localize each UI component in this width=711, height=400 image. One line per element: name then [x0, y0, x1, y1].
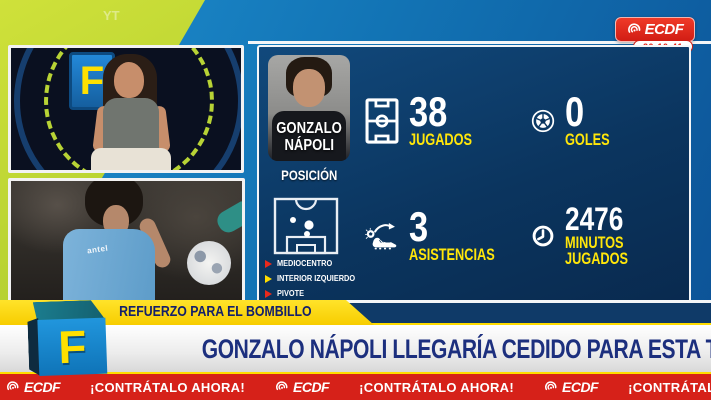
player-stats-panel: GONZALO NÁPOLI POSICIÓN MEDIOCENTRO INTE…: [257, 45, 691, 303]
presenter-torso: [103, 98, 159, 154]
stat-goals: 0 GOLES: [531, 63, 687, 178]
studio-ring-decoration: [44, 48, 214, 170]
studio-video-feed: F: [8, 45, 244, 173]
studio-f-letter: F: [79, 58, 105, 103]
studio-ring-decoration: [14, 48, 241, 170]
stat-value: 0: [565, 88, 585, 136]
stat-label: ASISTENCIAS: [409, 245, 495, 265]
studio-f-logo: F: [69, 52, 115, 110]
position-dot: [304, 231, 310, 237]
bullet-arrow-icon: [265, 289, 272, 298]
ad-ticker: ECDF ¡CONTRÁTALO AHORA! ECDF ¡CONTRÁTALO…: [0, 372, 711, 400]
bullet-arrow-icon: [265, 274, 272, 283]
position-item: PIVOTE: [265, 286, 375, 301]
position-item: INTERIOR IZQUIERDO: [265, 271, 375, 286]
stat-label: MINUTOS JUGADOS: [565, 232, 629, 268]
stat-value: 2476: [565, 201, 624, 238]
position-heading: POSICIÓN: [259, 167, 359, 183]
ticker-brand: ECDF: [6, 379, 61, 395]
football: [187, 241, 231, 285]
pitch-icon: [365, 97, 399, 144]
stat-value: 38: [409, 88, 448, 136]
swirl-icon: [627, 23, 640, 33]
position-pitch-diagram: [273, 197, 339, 255]
position-dot: [290, 217, 296, 223]
presenter-skirt: [91, 148, 171, 170]
position-item: MEDIOCENTRO: [265, 256, 375, 271]
headline-label: GONZALO NÁPOLI LLEGARÍA CEDIDO PARA ESTA…: [201, 334, 711, 364]
cube-letter: F: [57, 320, 88, 374]
position-heading-text: POSICIÓN: [280, 167, 338, 183]
player-name: GONZALO NÁPOLI: [259, 120, 359, 155]
ball-icon: [531, 109, 555, 132]
position-dot: [304, 220, 314, 230]
ticker-brand-text: ECDF: [293, 379, 330, 395]
stat-assists: 3 ASISTENCIAS: [365, 178, 531, 293]
kicker-text: REFUERZO PARA EL BOMBILLO: [92, 303, 338, 320]
position-list: MEDIOCENTRO INTERIOR IZQUIERDO PIVOTE: [265, 256, 375, 301]
ticker-brand: ECDF: [544, 379, 599, 395]
stats-grid: 38 JUGADOS: [365, 63, 687, 293]
position-label: INTERIOR IZQUIERDO: [277, 274, 356, 283]
f-cube-logo: F: [21, 295, 112, 378]
swirl-icon: [7, 381, 19, 391]
yt-watermark: YT: [103, 8, 120, 23]
presenter-face: [114, 62, 144, 98]
headline-text: GONZALO NÁPOLI LLEGARÍA CEDIDO PARA ESTA…: [112, 334, 711, 365]
position-label: PIVOTE: [277, 289, 304, 298]
headshot-jersey: [272, 111, 346, 161]
player-jersey: [63, 229, 155, 301]
stat-matches-played: 38 JUGADOS: [365, 63, 531, 178]
channel-logo-badge: ECDF: [615, 17, 695, 42]
player-last-name: NÁPOLI: [284, 136, 334, 154]
position-label: MEDIOCENTRO: [277, 259, 333, 268]
ticker-brand: ECDF: [275, 379, 330, 395]
bullet-arrow-icon: [265, 259, 272, 268]
player-first-name: GONZALO: [276, 120, 342, 137]
stat-value: 3: [409, 203, 429, 251]
ticker-message: ¡CONTRÁTALO AHORA!: [90, 379, 245, 395]
stat-label: JUGADOS: [409, 130, 473, 150]
headline-band: [0, 325, 711, 372]
ticker-message: ¡CONTRÁTALO AHORA!: [359, 379, 514, 395]
clock-icon: [532, 225, 554, 246]
ticker-brand-text: ECDF: [562, 379, 599, 395]
swirl-icon: [545, 381, 557, 391]
player-headshot: [268, 55, 350, 161]
headshot-face: [293, 69, 325, 107]
stat-label: GOLES: [565, 130, 610, 150]
assist-boot-icon: [365, 222, 397, 249]
panel-top-divider: [248, 41, 711, 44]
ticker-message: ¡CONTRÁTALO AHORA!: [628, 379, 711, 395]
swirl-icon: [276, 381, 288, 391]
channel-logo-text: ECDF: [644, 21, 684, 38]
cube-front-face: F: [37, 317, 108, 376]
kicker-label: REFUERZO PARA EL BOMBILLO: [118, 303, 312, 320]
match-video-feed: antel: [8, 178, 245, 304]
ticker-brand-text: ECDF: [24, 379, 61, 395]
stat-minutes-played: 2476 MINUTOS JUGADOS: [531, 178, 687, 293]
